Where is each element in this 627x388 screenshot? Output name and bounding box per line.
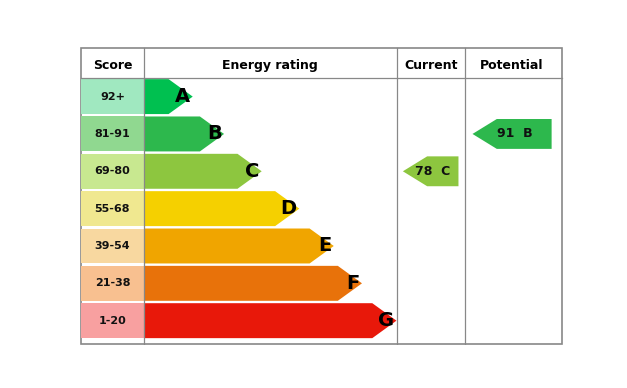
Text: 1-20: 1-20 — [98, 316, 126, 326]
Bar — [81, 116, 144, 151]
Polygon shape — [144, 303, 396, 338]
Text: Energy rating: Energy rating — [223, 59, 318, 72]
Text: 55-68: 55-68 — [95, 204, 130, 214]
Text: 81-91: 81-91 — [95, 129, 130, 139]
Text: Score: Score — [93, 59, 132, 72]
Text: 39-54: 39-54 — [95, 241, 130, 251]
Text: A: A — [175, 87, 191, 106]
Text: Potential: Potential — [480, 59, 544, 72]
Polygon shape — [144, 191, 299, 226]
Text: D: D — [281, 199, 297, 218]
Polygon shape — [144, 116, 224, 151]
Text: B: B — [207, 125, 221, 144]
Bar — [81, 154, 144, 189]
Polygon shape — [144, 79, 192, 114]
Text: G: G — [378, 311, 394, 330]
Bar — [81, 303, 144, 338]
Polygon shape — [144, 154, 261, 189]
Text: 92+: 92+ — [100, 92, 125, 102]
Text: 21-38: 21-38 — [95, 278, 130, 288]
Text: Current: Current — [404, 59, 458, 72]
Text: E: E — [318, 236, 331, 255]
Polygon shape — [144, 266, 362, 301]
Text: 91  B: 91 B — [497, 127, 532, 140]
Bar — [81, 266, 144, 301]
Polygon shape — [403, 156, 458, 186]
Bar — [81, 79, 144, 114]
Text: 78  C: 78 C — [416, 165, 451, 178]
Text: F: F — [346, 274, 359, 293]
Bar — [81, 229, 144, 263]
Polygon shape — [473, 119, 552, 149]
Text: 69-80: 69-80 — [95, 166, 130, 176]
Text: C: C — [245, 162, 259, 181]
Polygon shape — [144, 229, 334, 263]
Bar — [81, 191, 144, 226]
